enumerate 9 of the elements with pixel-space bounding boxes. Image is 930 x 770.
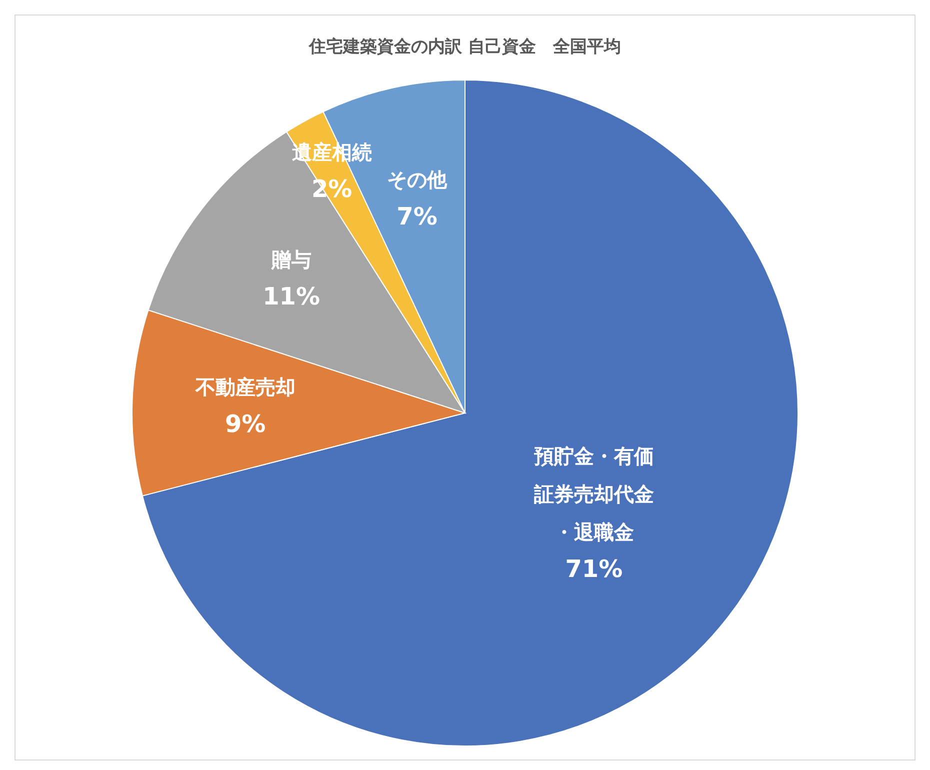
slice-label: その他	[387, 168, 448, 192]
slice-label: 贈与	[270, 247, 312, 272]
chart-title: 住宅建築資金の内訳 自己資金 全国平均	[308, 37, 621, 57]
slice-label: 不動産売却	[194, 375, 296, 400]
slice-label: 預貯金・有価証券売却代金・退職金	[532, 444, 654, 544]
data-label: 11%	[262, 282, 320, 310]
data-label: 71%	[565, 555, 623, 584]
data-label: 9%	[224, 410, 266, 438]
data-label: 7%	[396, 202, 438, 231]
